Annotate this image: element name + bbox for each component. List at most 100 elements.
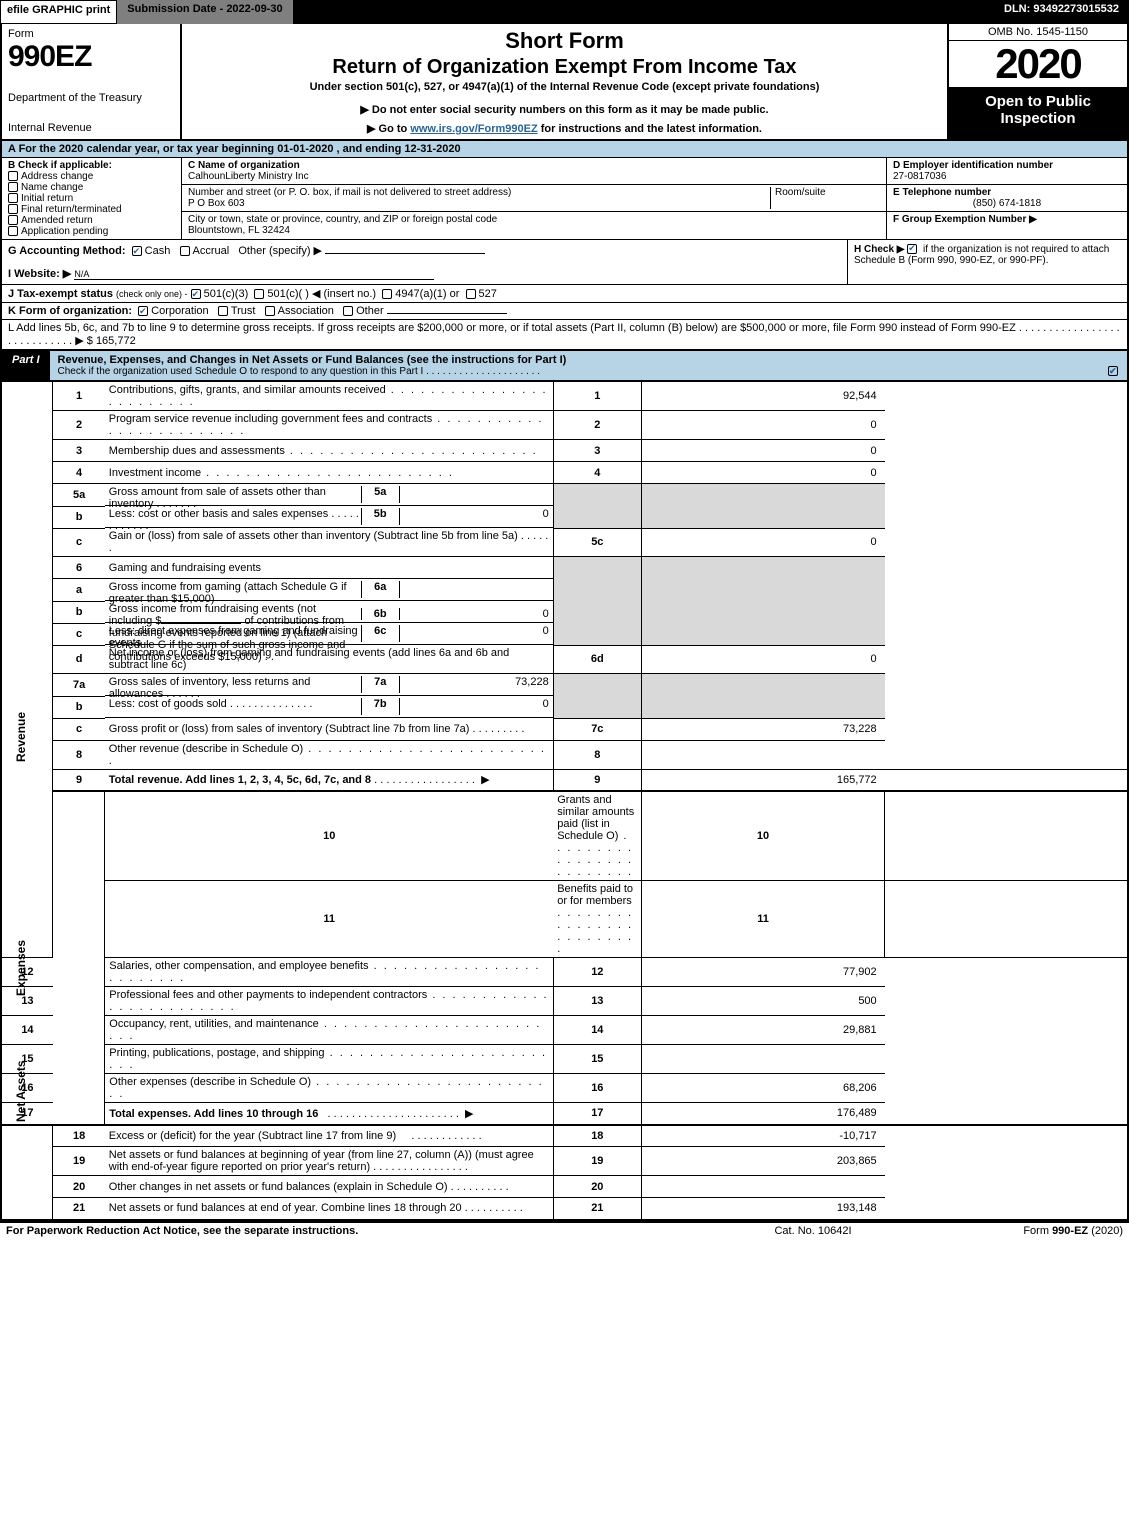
l-value: 165,772 bbox=[96, 335, 136, 347]
catalog-number: Cat. No. 10642I bbox=[683, 1225, 943, 1237]
chk-name-change[interactable]: Name change bbox=[8, 182, 175, 193]
lbl-corporation: Corporation bbox=[151, 305, 208, 317]
dln-label: DLN: 93492273015532 bbox=[994, 0, 1129, 24]
header-left: Form 990EZ Department of the Treasury In… bbox=[2, 24, 182, 139]
line-13: 13Professional fees and other payments t… bbox=[1, 987, 1128, 1016]
efile-print-label[interactable]: efile GRAPHIC print bbox=[0, 0, 117, 24]
chk-other-org[interactable] bbox=[343, 306, 353, 316]
line-20: 20Other changes in net assets or fund ba… bbox=[1, 1176, 1128, 1198]
part-1-table: 1Contributions, gifts, grants, and simil… bbox=[0, 382, 1129, 1221]
top-bar: efile GRAPHIC print Submission Date - 20… bbox=[0, 0, 1129, 24]
l-gross-receipts: L Add lines 5b, 6c, and 7b to line 9 to … bbox=[0, 319, 1129, 350]
org-info-block: B Check if applicable: Address change Na… bbox=[0, 158, 1129, 239]
chk-final-return[interactable]: Final return/terminated bbox=[8, 204, 175, 215]
j-label: J Tax-exempt status bbox=[8, 288, 113, 300]
city-label: City or town, state or province, country… bbox=[188, 214, 880, 225]
line-6d: dNet income or (loss) from gaming and fu… bbox=[1, 645, 1128, 674]
line-21: 21Net assets or fund balances at end of … bbox=[1, 1198, 1128, 1220]
org-city: Blountstown, FL 32424 bbox=[188, 225, 880, 236]
tax-year: 2020 bbox=[949, 41, 1127, 87]
line-19: 19Net assets or fund balances at beginni… bbox=[1, 1147, 1128, 1176]
lbl-501c: 501(c)( ) ◀ (insert no.) bbox=[267, 288, 376, 300]
chk-application-pending[interactable]: Application pending bbox=[8, 226, 175, 237]
part-1-title-wrap: Revenue, Expenses, and Changes in Net As… bbox=[50, 351, 1127, 380]
lbl-trust: Trust bbox=[231, 305, 256, 317]
side-label-expenses: Expenses bbox=[14, 940, 28, 996]
paperwork-notice: For Paperwork Reduction Act Notice, see … bbox=[6, 1225, 683, 1237]
form-footer-pre: Form bbox=[1023, 1225, 1052, 1237]
chk-4947a1[interactable] bbox=[382, 289, 392, 299]
chk-accrual-label: Accrual bbox=[193, 245, 230, 257]
chk-501c[interactable] bbox=[254, 289, 264, 299]
line-1: 1Contributions, gifts, grants, and simil… bbox=[1, 382, 1128, 411]
addr-label: Number and street (or P. O. box, if mail… bbox=[188, 187, 770, 198]
j-sub: (check only one) - bbox=[116, 289, 188, 299]
chk-amended-return[interactable]: Amended return bbox=[8, 215, 175, 226]
page-footer: For Paperwork Reduction Act Notice, see … bbox=[0, 1221, 1129, 1239]
part-1-title: Revenue, Expenses, and Changes in Net As… bbox=[58, 354, 567, 366]
goto-instructions: ▶ Go to www.irs.gov/Form990EZ for instru… bbox=[190, 122, 939, 135]
chk-name-change-label: Name change bbox=[21, 182, 83, 193]
tel-label: E Telephone number bbox=[893, 187, 1121, 198]
goto-post: for instructions and the latest informat… bbox=[538, 123, 762, 135]
lines-table-wrap: Revenue Expenses Net Assets 1Contributio… bbox=[0, 382, 1129, 1221]
goto-link[interactable]: www.irs.gov/Form990EZ bbox=[410, 123, 537, 135]
other-specify-input[interactable] bbox=[325, 253, 485, 254]
part-1-sub: Check if the organization used Schedule … bbox=[58, 366, 1119, 377]
chk-schedule-b-not-required[interactable] bbox=[907, 244, 917, 254]
lbl-other-org: Other bbox=[356, 305, 384, 317]
form-footer-num: 990-EZ bbox=[1052, 1225, 1088, 1237]
form-word: Form bbox=[8, 28, 174, 40]
part-1-header: Part I Revenue, Expenses, and Changes in… bbox=[0, 350, 1129, 382]
side-label-revenue: Revenue bbox=[14, 712, 28, 762]
other-org-input[interactable] bbox=[387, 313, 507, 314]
k-label: K Form of organization: bbox=[8, 305, 132, 317]
chk-corporation[interactable] bbox=[138, 306, 148, 316]
part-1-number: Part I bbox=[2, 351, 50, 380]
chk-cash-label: Cash bbox=[145, 245, 171, 257]
chk-501c3[interactable] bbox=[191, 289, 201, 299]
group-exemption-label: F Group Exemption Number ▶ bbox=[893, 214, 1121, 225]
return-title: Return of Organization Exempt From Incom… bbox=[190, 56, 939, 79]
chk-association[interactable] bbox=[265, 306, 275, 316]
website-value: N/A bbox=[74, 269, 434, 280]
line-9: 9Total revenue. Add lines 1, 2, 3, 4, 5c… bbox=[1, 769, 1128, 791]
chk-accrual[interactable] bbox=[180, 246, 190, 256]
chk-address-change-label: Address change bbox=[21, 171, 93, 182]
line-6b-amount-input[interactable] bbox=[161, 623, 241, 624]
accounting-method-row: G Accounting Method: Cash Accrual Other … bbox=[8, 244, 841, 257]
chk-schedule-o-used[interactable] bbox=[1108, 366, 1118, 376]
side-label-net-assets: Net Assets bbox=[14, 1060, 28, 1122]
h-label: H Check ▶ bbox=[854, 244, 904, 255]
form-footer-year: (2020) bbox=[1088, 1225, 1123, 1237]
ein-label: D Employer identification number bbox=[893, 160, 1121, 171]
h-section: H Check ▶ if the organization is not req… bbox=[847, 240, 1127, 284]
omb-number: OMB No. 1545-1150 bbox=[949, 24, 1127, 41]
chk-initial-return[interactable]: Initial return bbox=[8, 193, 175, 204]
line-16: 16Other expenses (describe in Schedule O… bbox=[1, 1074, 1128, 1103]
chk-address-change[interactable]: Address change bbox=[8, 171, 175, 182]
line-14: 14Occupancy, rent, utilities, and mainte… bbox=[1, 1016, 1128, 1045]
c-name-label: C Name of organization bbox=[188, 160, 880, 171]
line-6: 6Gaming and fundraising events bbox=[1, 557, 1128, 579]
topbar-spacer bbox=[295, 0, 994, 24]
chk-initial-return-label: Initial return bbox=[21, 193, 73, 204]
ein-value: 27-0817036 bbox=[893, 171, 1121, 182]
lbl-4947a1: 4947(a)(1) or bbox=[395, 288, 459, 300]
dept-irs: Internal Revenue bbox=[8, 122, 174, 134]
chk-trust[interactable] bbox=[218, 306, 228, 316]
line-8: 8Other revenue (describe in Schedule O)8 bbox=[1, 740, 1128, 769]
do-not-ssn: ▶ Do not enter social security numbers o… bbox=[190, 103, 939, 116]
org-name: CalhounLiberty Ministry Inc bbox=[188, 171, 880, 182]
line-a-tax-year: A For the 2020 calendar year, or tax yea… bbox=[0, 141, 1129, 158]
section-b-checkboxes: B Check if applicable: Address change Na… bbox=[2, 158, 182, 239]
chk-cash[interactable] bbox=[132, 246, 142, 256]
line-5c: cGain or (loss) from sale of assets othe… bbox=[1, 528, 1128, 557]
short-form-title: Short Form bbox=[190, 28, 939, 54]
chk-527[interactable] bbox=[466, 289, 476, 299]
i-label: I Website: ▶ bbox=[8, 268, 71, 280]
goto-pre: ▶ Go to bbox=[367, 123, 410, 135]
org-address: P O Box 603 bbox=[188, 198, 770, 209]
chk-final-return-label: Final return/terminated bbox=[21, 204, 122, 215]
line-4: 4Investment income40 bbox=[1, 462, 1128, 484]
